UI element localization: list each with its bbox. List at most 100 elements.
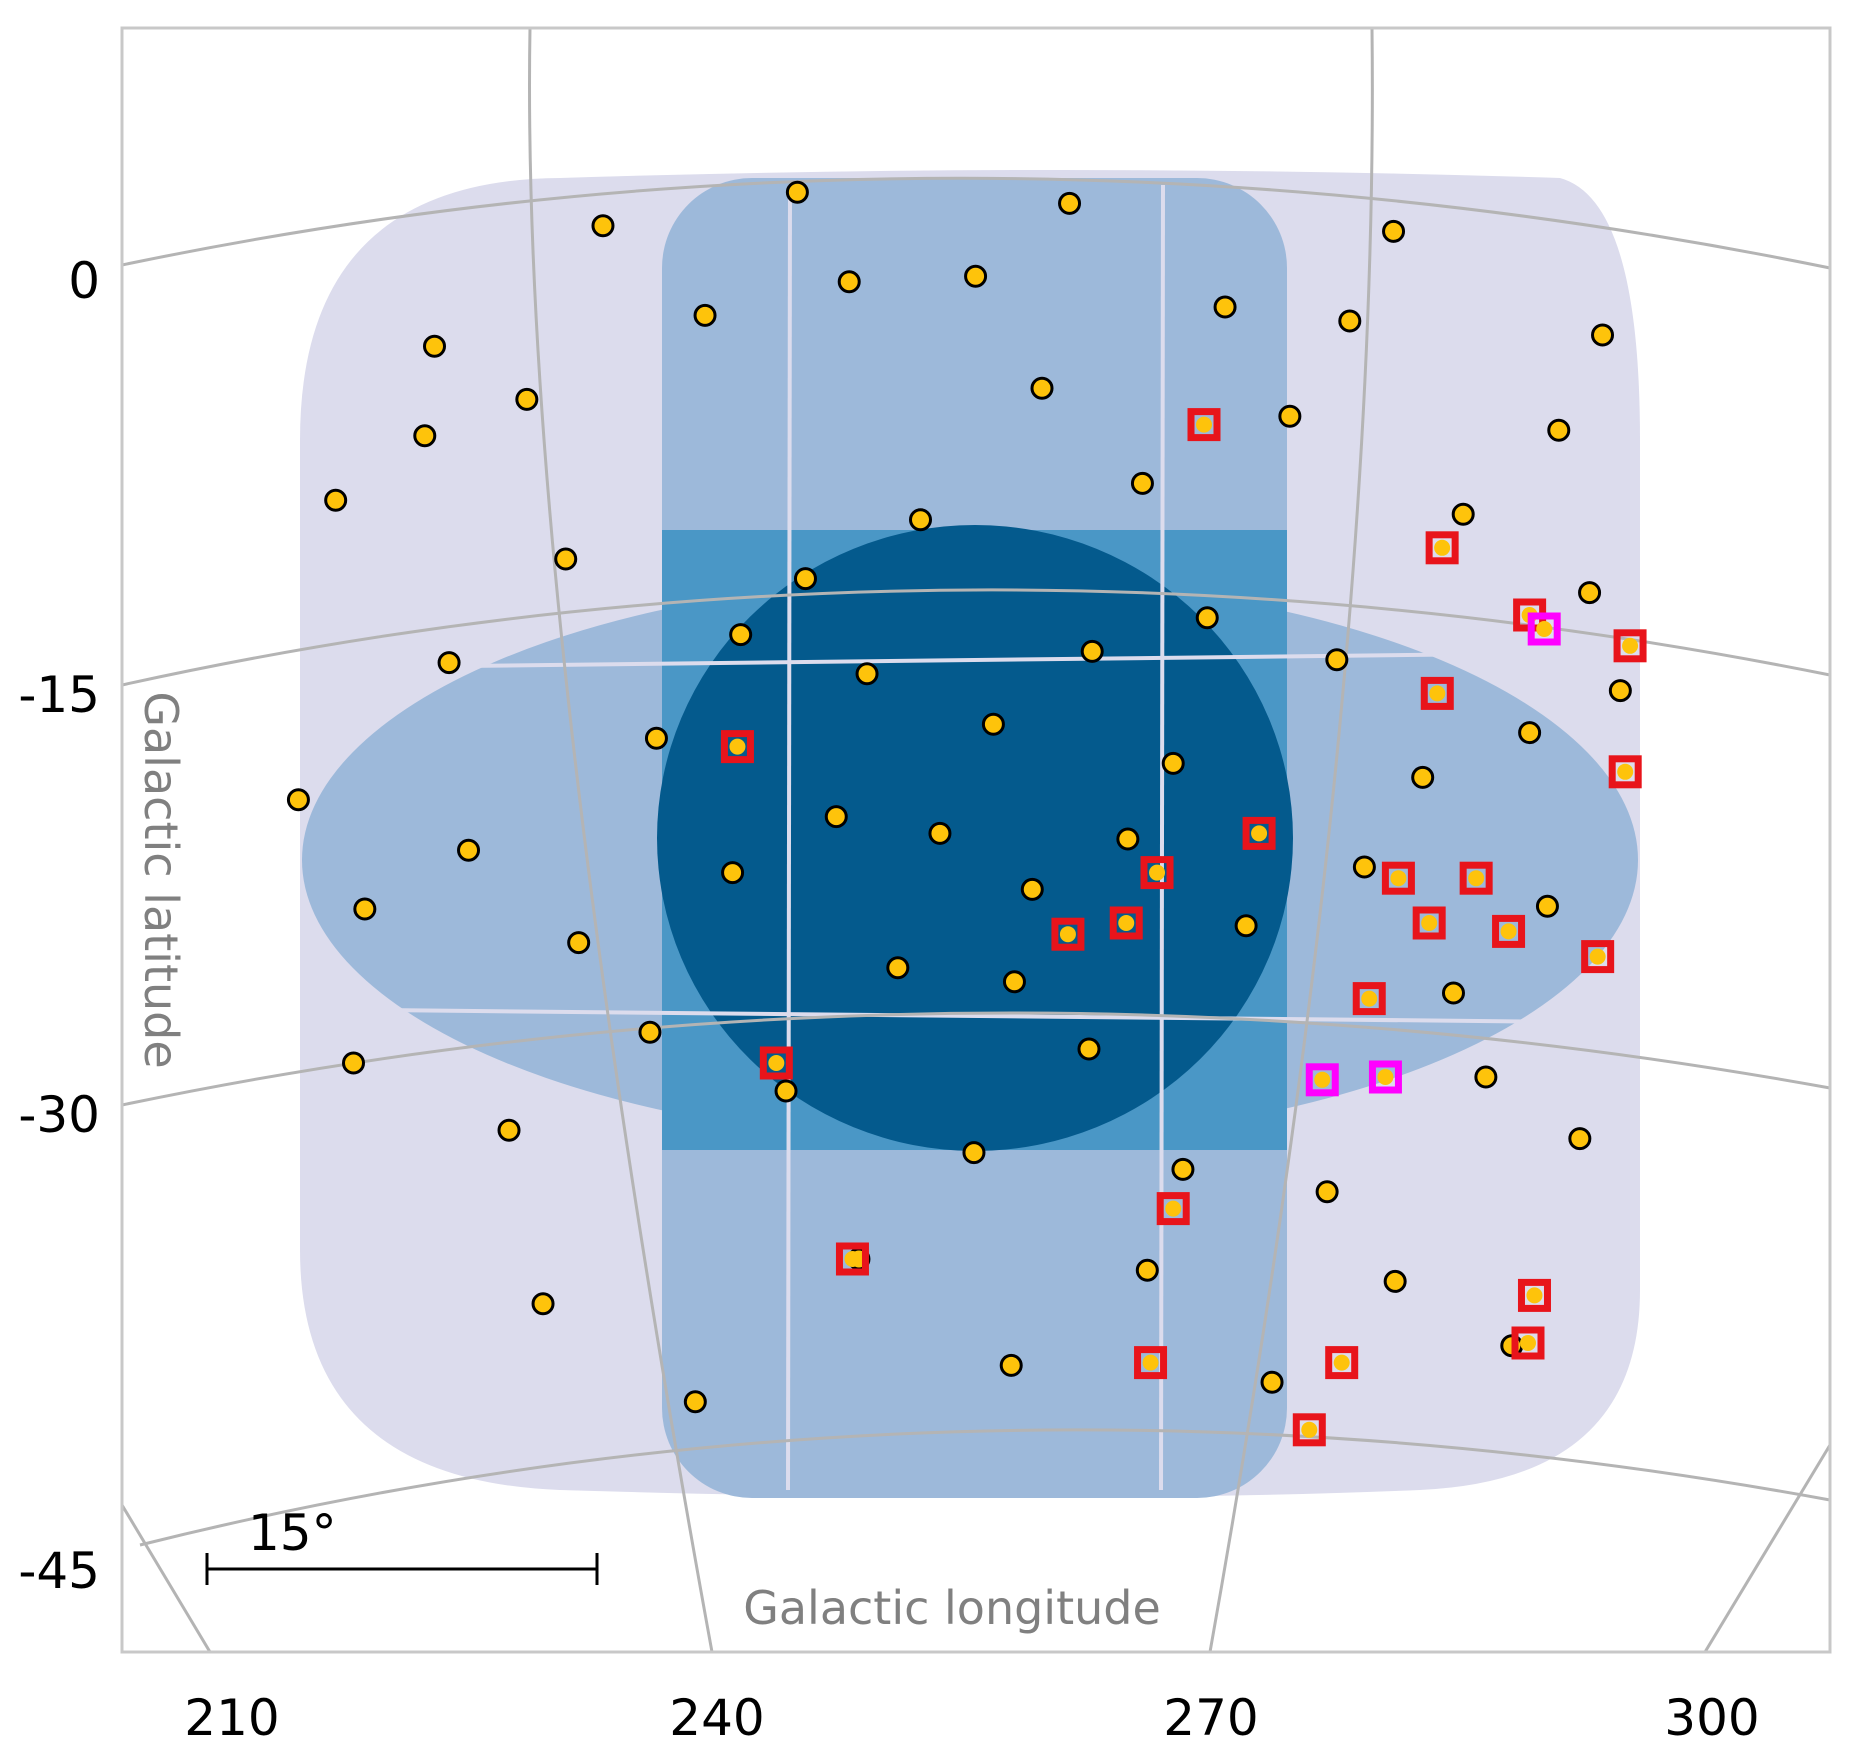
data-point: [1260, 1370, 1284, 1394]
marked-point: [1429, 685, 1446, 702]
x-axis-label: Galactic longitude: [743, 1581, 1161, 1635]
data-point: [324, 488, 348, 512]
red-square-marker: [835, 1242, 869, 1276]
marked-point: [1520, 1335, 1536, 1351]
red-square-marker: [1613, 629, 1647, 663]
marked-point: [1251, 825, 1268, 842]
marked-point: [1333, 1354, 1350, 1371]
x-tick-label: 270: [1163, 1689, 1258, 1747]
marked-point: [1149, 864, 1166, 881]
data-point: [1518, 721, 1542, 745]
data-point: [531, 1292, 555, 1316]
data-point: [855, 662, 879, 686]
data-point: [693, 303, 717, 327]
marked-point: [1468, 870, 1485, 887]
coverage-deepest-region: [657, 525, 1293, 1151]
data-point: [591, 214, 615, 238]
data-point: [1315, 1180, 1339, 1204]
y-tick-label: -45: [18, 1542, 100, 1600]
data-point: [981, 712, 1005, 736]
marked-point: [1118, 915, 1135, 931]
data-point: [353, 897, 377, 921]
data-point: [1161, 751, 1185, 775]
data-point: [909, 508, 932, 532]
red-square-marker: [1420, 676, 1454, 710]
x-tick-label: 210: [184, 1689, 279, 1747]
data-point: [1002, 970, 1026, 994]
scale-bar: [205, 1553, 599, 1585]
red-square-marker: [1156, 1192, 1190, 1226]
data-point: [1547, 418, 1571, 442]
data-point: [1195, 606, 1219, 630]
marked-point: [1165, 1200, 1182, 1217]
data-point: [457, 838, 481, 862]
y-tick-label: -30: [18, 1086, 100, 1144]
data-point: [1382, 219, 1406, 243]
data-point: [1278, 404, 1302, 428]
red-square-marker: [1511, 1326, 1545, 1360]
red-square-marker: [1425, 531, 1459, 565]
marked-point: [1314, 1071, 1331, 1088]
marked-point: [1526, 1287, 1543, 1304]
data-point: [1325, 648, 1349, 672]
red-square-marker: [1352, 982, 1386, 1016]
data-point: [886, 956, 910, 980]
marked-point: [1142, 1354, 1159, 1371]
red-square-marker: [1459, 861, 1493, 895]
red-square-marker: [1608, 755, 1642, 789]
red-square-marker: [1325, 1346, 1359, 1380]
data-point: [1058, 191, 1082, 215]
data-point: [793, 567, 817, 591]
marked-point: [844, 1251, 861, 1267]
red-square-marker: [1187, 408, 1221, 442]
y-tick-labels: 0 -15 -30 -45: [18, 252, 100, 1600]
coordinate-grid: [120, 27, 1832, 1653]
data-point: [1578, 581, 1602, 605]
y-tick-label: -15: [18, 666, 100, 724]
data-point: [785, 180, 809, 204]
survey-coverage: [300, 170, 1640, 1498]
red-square-marker: [720, 730, 754, 764]
data-point: [1135, 1258, 1159, 1282]
data-point: [554, 547, 578, 571]
marked-point: [1377, 1069, 1394, 1085]
data-point: [1116, 827, 1140, 851]
data-point: [638, 1020, 662, 1044]
coverage-seams: [374, 184, 1581, 1491]
data-point: [497, 1118, 521, 1142]
data-point: [567, 931, 591, 955]
plot-frame: [120, 26, 1832, 1654]
red-square-marker: [1140, 856, 1174, 890]
data-point: [683, 1390, 707, 1414]
red-square-marker: [1381, 861, 1415, 895]
marked-point: [1500, 923, 1517, 940]
data-point: [515, 387, 539, 411]
red-square-marker: [1492, 914, 1526, 948]
data-point: [1171, 1157, 1195, 1181]
data-point: [774, 1079, 798, 1103]
y-axis-label: Galactic latitude: [134, 691, 188, 1068]
data-point: [1338, 309, 1362, 333]
data-point: [721, 861, 745, 885]
marked-point: [729, 738, 746, 755]
data-point: [1030, 376, 1054, 400]
marked-point: [1589, 948, 1606, 965]
data-point: [1411, 765, 1435, 789]
data-point: [1352, 855, 1376, 879]
data-point: [962, 1141, 986, 1165]
data-point: [1568, 1127, 1592, 1151]
marked-point: [1617, 763, 1634, 780]
data-point: [644, 726, 668, 750]
data-point: [1535, 894, 1559, 918]
marked-point: [1434, 539, 1451, 556]
y-tick-label: 0: [68, 252, 100, 310]
marked-point: [1059, 926, 1076, 943]
marked-point: [1421, 915, 1438, 931]
red-square-marker: [1292, 1413, 1326, 1447]
data-point: [824, 805, 848, 829]
data-point: [1451, 502, 1475, 526]
data-point: [729, 623, 753, 647]
magenta-square-marker: [1368, 1060, 1402, 1094]
data-point: [1020, 877, 1044, 901]
